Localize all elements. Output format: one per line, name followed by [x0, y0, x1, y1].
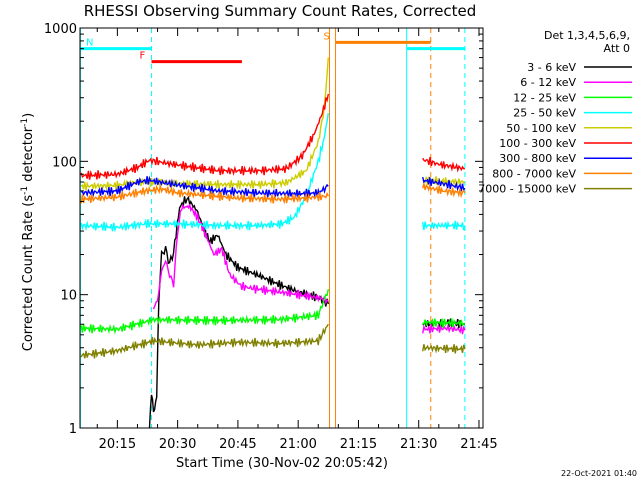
y-tick-label-0: 1 — [69, 422, 77, 437]
legend-header-0: Det 1,3,4,5,6,9, — [544, 29, 630, 42]
x-tick-label-3: 21:00 — [279, 437, 316, 452]
y-tick-label-3: 1000 — [44, 22, 77, 37]
series-line-7-1 — [422, 182, 466, 199]
x-tick-label-4: 21:15 — [340, 437, 377, 452]
legend-label-8: 7000 - 15000 keV — [478, 183, 576, 196]
axes: 1 10 100 1000 20:15 20:30 20:45 21:00 21:15 21:30… — [44, 22, 498, 452]
legend-header-1: Att 0 — [604, 42, 630, 55]
series-line-2-0 — [80, 288, 329, 335]
flag-label-1: F — [140, 51, 146, 62]
legend-label-3: 25 - 50 keV — [513, 107, 576, 120]
x-tick-label-5: 21:30 — [400, 437, 437, 452]
series-line-3-1 — [422, 220, 466, 231]
plot-frame — [79, 27, 484, 429]
x-axis-label: Start Time (30-Nov-02 20:05:42) — [176, 456, 388, 471]
series-line-2-1 — [422, 318, 466, 328]
series-line-5-1 — [422, 156, 465, 173]
x-tick-label-2: 20:45 — [219, 437, 256, 452]
plot-area: N F S — [79, 28, 466, 429]
legend-label-6: 300 - 800 keV — [499, 152, 576, 165]
legend-label-2: 12 - 25 keV — [513, 91, 576, 104]
series-line-1-0 — [152, 203, 329, 310]
x-tick-label-1: 20:30 — [159, 437, 196, 452]
legend-label-0: 3 - 6 keV — [527, 61, 576, 74]
series-line-7-0 — [80, 184, 329, 205]
series-line-5-0 — [80, 93, 329, 180]
legend-label-7: 800 - 7000 keV — [492, 167, 576, 180]
y-tick-label-1: 10 — [60, 289, 77, 304]
series-line-6-1 — [422, 176, 466, 192]
y-axis-label: Corrected Count Rate (s-1 detector-1) — [20, 113, 36, 351]
legend-label-5: 100 - 300 keV — [499, 137, 576, 150]
legend-label-1: 6 - 12 keV — [520, 76, 576, 89]
series-line-6-0 — [81, 175, 329, 199]
series-line-8-0 — [80, 323, 329, 359]
chart-title: RHESSI Observing Summary Count Rates, Co… — [84, 2, 477, 20]
series-line-0-0 — [148, 195, 329, 429]
footer-date: 22-Oct-2021 01:40 — [561, 469, 637, 478]
series-line-4-0 — [80, 57, 329, 192]
flag-label-0: N — [86, 38, 93, 49]
legend-label-4: 50 - 100 keV — [506, 122, 576, 135]
x-tick-label-0: 20:15 — [99, 437, 136, 452]
legend: Det 1,3,4,5,6,9,Att 0 3 - 6 keV 6 - 12 keV… — [478, 29, 632, 196]
y-tick-label-2: 100 — [52, 155, 77, 170]
series-line-1-1 — [422, 322, 466, 335]
flag-label-2: S — [324, 31, 330, 42]
series-line-3-0 — [80, 112, 329, 233]
series-line-8-1 — [422, 344, 466, 354]
x-tick-label-6: 21:45 — [460, 437, 497, 452]
